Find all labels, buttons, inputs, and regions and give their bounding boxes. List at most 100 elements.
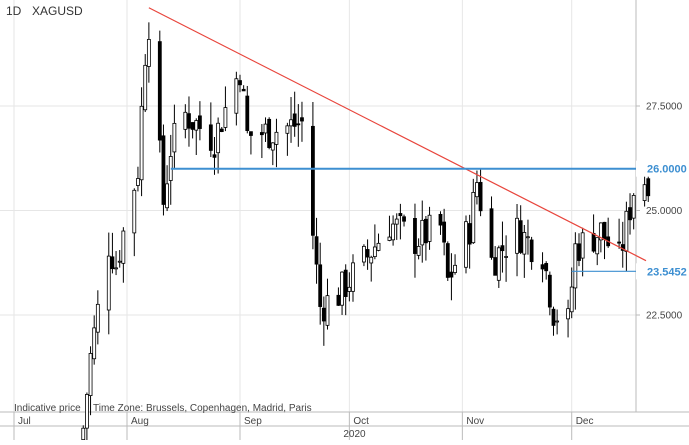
- candle-body: [642, 184, 647, 201]
- candle-body: [267, 118, 272, 148]
- candle-body: [165, 183, 169, 209]
- candle-body: [372, 246, 377, 258]
- candle-body: [547, 274, 552, 308]
- year-label: 2020: [343, 429, 366, 440]
- candle-body: [223, 107, 228, 128]
- candle-body: [187, 113, 191, 129]
- candle-body: [526, 236, 530, 239]
- candle-body: [427, 214, 432, 242]
- candle-body: [139, 105, 144, 181]
- candle-body: [595, 237, 600, 255]
- x-tick-label: Aug: [131, 416, 149, 427]
- candle-body: [569, 286, 574, 313]
- candle-body: [544, 263, 549, 272]
- candle-body: [157, 41, 162, 141]
- candle-body: [376, 242, 381, 251]
- candle-body: [249, 131, 253, 136]
- candle-body: [347, 286, 352, 292]
- candle-body: [420, 219, 425, 246]
- candle-body: [274, 131, 279, 145]
- indicative-price-note: Indicative price: [14, 403, 81, 414]
- candle-body: [398, 213, 403, 217]
- candle-body: [321, 307, 326, 322]
- candle-body: [296, 123, 301, 126]
- candle-body: [489, 208, 494, 258]
- candle-body: [121, 230, 126, 264]
- candle-body: [245, 95, 250, 131]
- candle-body: [566, 308, 570, 320]
- candle-body: [314, 236, 319, 265]
- candle-body: [81, 427, 86, 441]
- symbol-label: XAGUSD: [32, 4, 83, 18]
- candle-body: [238, 80, 242, 86]
- candle-body: [628, 207, 632, 221]
- trendline: [148, 7, 647, 262]
- candle-body: [340, 271, 344, 306]
- candle-body: [190, 122, 195, 130]
- candle-body: [631, 195, 636, 219]
- candle-body: [172, 122, 177, 153]
- candle-body: [219, 128, 224, 133]
- x-tick-label: Jul: [18, 416, 31, 427]
- candle-body: [500, 245, 505, 252]
- candle-body: [413, 218, 417, 254]
- candle-body: [285, 125, 290, 134]
- candle-body: [602, 221, 607, 240]
- candle-body: [289, 119, 293, 127]
- candle-body: [263, 123, 268, 134]
- candle-body: [241, 88, 246, 92]
- candle-body: [88, 353, 93, 396]
- candle-body: [402, 216, 406, 222]
- candle-body: [161, 135, 166, 205]
- x-tick-label: Oct: [353, 416, 369, 427]
- candle-body: [580, 232, 585, 259]
- candle-body: [106, 255, 111, 311]
- candle-body: [449, 271, 454, 278]
- candle-body: [515, 217, 519, 254]
- candle-body: [416, 245, 421, 256]
- interval-label[interactable]: 1D: [6, 4, 22, 18]
- x-tick-label: Dec: [576, 416, 594, 427]
- y-tick-label: 27.5000: [646, 102, 683, 113]
- candle-body: [453, 264, 457, 273]
- candle-body: [577, 243, 581, 261]
- level-tag-label: 23.5452: [647, 266, 687, 278]
- candle-body: [504, 256, 508, 258]
- candle-body: [117, 260, 122, 263]
- candle-body: [464, 221, 468, 268]
- x-tick-label: Sep: [244, 416, 262, 427]
- candle-body: [551, 308, 556, 326]
- candle-body: [208, 124, 213, 151]
- candle-body: [573, 243, 578, 289]
- candle-body: [478, 181, 483, 212]
- candle-body: [438, 213, 443, 226]
- candle-body: [351, 262, 355, 292]
- candle-body: [212, 154, 217, 158]
- candle-body: [194, 120, 199, 131]
- candle-body: [598, 222, 603, 241]
- y-tick-label: 22.5000: [646, 311, 683, 322]
- level-tag-bg: [636, 263, 689, 280]
- level-tag-bg: [636, 160, 689, 177]
- candle-body: [300, 117, 304, 122]
- candle-body: [424, 218, 428, 244]
- candle-body: [311, 125, 315, 236]
- candle-body: [85, 394, 89, 429]
- candle-body: [646, 178, 651, 197]
- candle-body: [143, 64, 148, 111]
- candle-body: [529, 239, 534, 263]
- candle-body: [336, 294, 341, 306]
- candle-body: [292, 113, 297, 127]
- y-tick-label: 25.0000: [646, 206, 683, 217]
- candle-body: [522, 232, 527, 255]
- candle-body: [234, 78, 239, 114]
- candle-body: [518, 220, 523, 253]
- candle-body: [591, 232, 596, 252]
- candle-body: [136, 178, 140, 186]
- candle-body: [394, 218, 399, 225]
- candle-body: [369, 256, 374, 264]
- candle-body: [325, 295, 330, 326]
- candle-body: [343, 269, 348, 297]
